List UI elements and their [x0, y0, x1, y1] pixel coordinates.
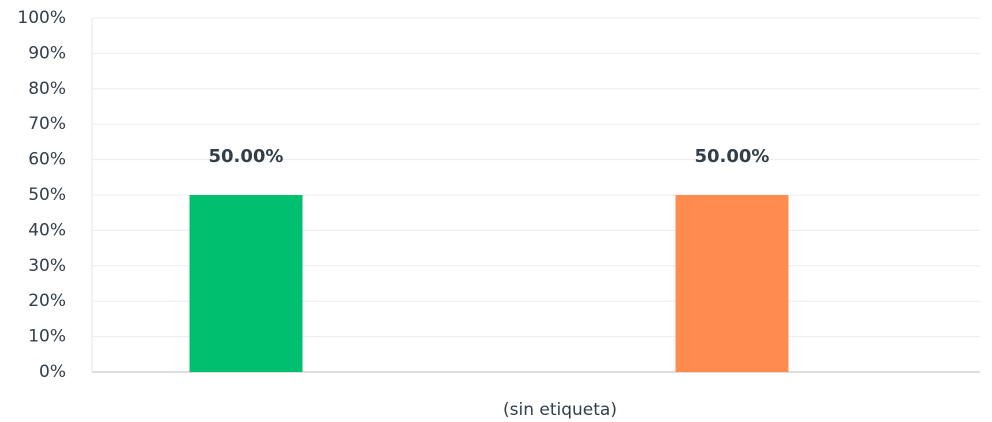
- y-tick-label: 40%: [28, 220, 66, 240]
- bar: [189, 195, 303, 372]
- y-tick-label: 70%: [28, 114, 66, 134]
- y-tick-label: 90%: [28, 43, 66, 63]
- y-tick-label: 10%: [28, 327, 66, 347]
- y-tick-label: 30%: [28, 256, 66, 276]
- data-label: 50.00%: [209, 146, 284, 167]
- y-tick-label: 0%: [39, 362, 66, 382]
- data-label: 50.00%: [695, 146, 770, 167]
- y-tick-label: 20%: [28, 291, 66, 311]
- y-tick-label: 60%: [28, 150, 66, 170]
- y-tick-label: 100%: [17, 8, 66, 28]
- y-tick-label: 80%: [28, 79, 66, 99]
- x-tick-label: (sin etiqueta): [503, 400, 617, 420]
- y-tick-label: 50%: [28, 185, 66, 205]
- bar: [675, 195, 789, 372]
